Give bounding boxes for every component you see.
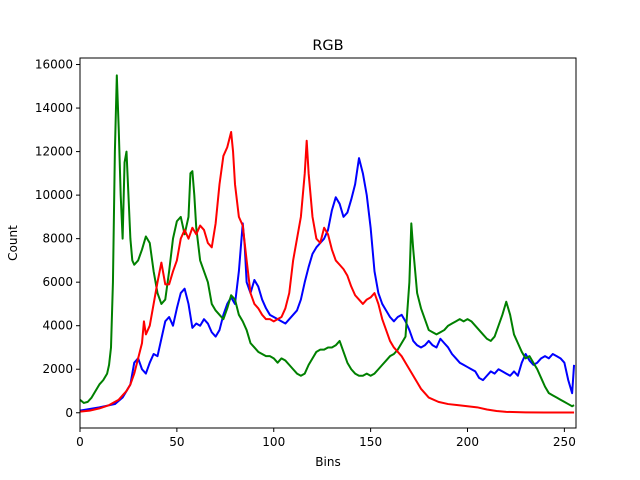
series-line-1 [79, 74, 575, 408]
x-tick-label: 50 [169, 435, 184, 449]
y-tick-label: 10000 [35, 188, 73, 202]
x-tick-label: 250 [553, 435, 576, 449]
y-tick-label: 4000 [42, 319, 73, 333]
plot-area-frame [79, 57, 577, 429]
y-tick-label: 6000 [42, 275, 73, 289]
y-tick-label: 8000 [42, 232, 73, 246]
y-tick-label: 12000 [35, 145, 73, 159]
series-line-2 [79, 131, 575, 414]
chart-title: RGB [312, 38, 343, 54]
series-layer [79, 74, 576, 414]
series-line-0 [79, 157, 576, 412]
y-axis-label: Count [6, 225, 20, 261]
y-tick-label: 0 [65, 406, 73, 420]
y-tick-label: 16000 [35, 58, 73, 72]
x-tick-label: 0 [76, 435, 84, 449]
ticks-layer: 0 50 100 150 200 250 0 2000 4000 6000 8000 10000 120… [35, 58, 576, 449]
y-tick-label: 2000 [42, 362, 73, 376]
x-axis-label: Bins [315, 455, 340, 469]
x-tick-label: 200 [456, 435, 479, 449]
y-tick-label: 14000 [35, 101, 73, 115]
x-tick-label: 150 [359, 435, 382, 449]
x-tick-label: 100 [262, 435, 285, 449]
